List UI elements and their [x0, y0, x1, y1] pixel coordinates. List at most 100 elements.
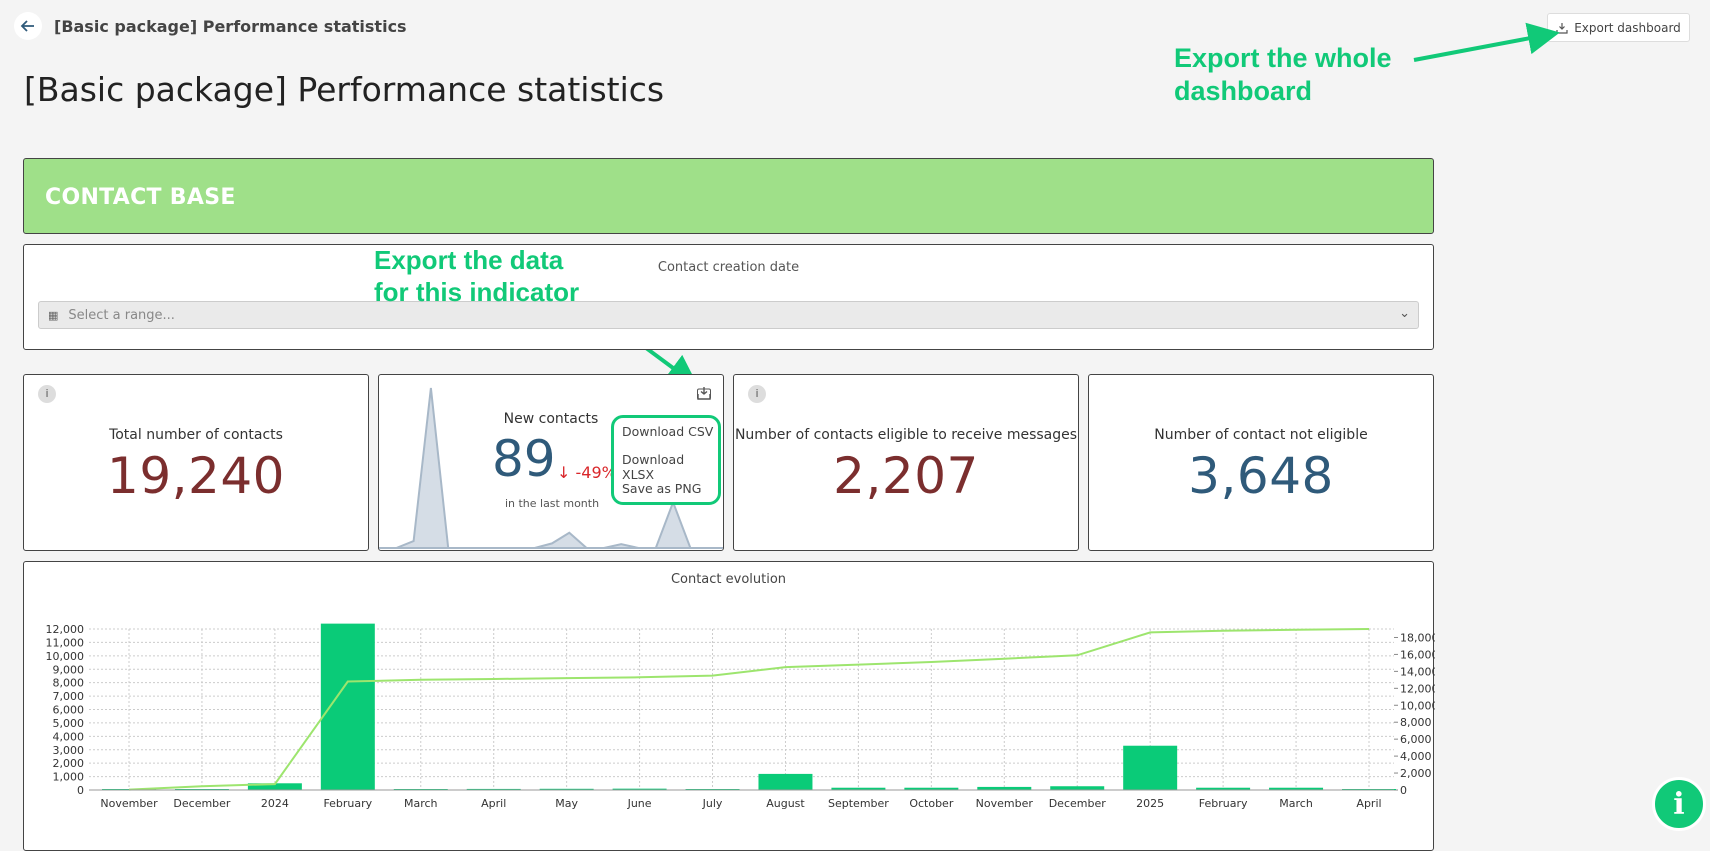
annotation-line: for this indicator [374, 277, 580, 307]
topbar-title: [Basic package] Performance statistics [54, 17, 407, 36]
annotation-line: dashboard [1174, 76, 1313, 106]
bar [1196, 787, 1251, 790]
annotation-export-indicator: Export the data for this indicator [374, 244, 579, 308]
x-tick-label: September [828, 797, 889, 810]
left-tick-label: 11,000 [46, 636, 85, 649]
right-tick-label: 2,000 [1400, 767, 1432, 780]
contact-evolution-panel: Contact evolution 0 1,000 2,000 3,000 4,000 5… [23, 561, 1436, 851]
left-tick-label: 5,000 [53, 717, 85, 730]
left-tick-label: 1,000 [53, 771, 85, 784]
left-tick-label: 3,000 [53, 744, 85, 757]
left-tick-label: 2,000 [53, 757, 85, 770]
back-button[interactable] [14, 12, 42, 40]
date-range-select[interactable]: ▦ Select a range... ⌄ [38, 301, 1419, 329]
bar [904, 787, 959, 790]
bar [758, 773, 813, 790]
kpi-value: 19,240 [107, 447, 285, 505]
bar [831, 787, 886, 790]
left-tick-label: 8,000 [53, 677, 85, 690]
export-menu: Download CSV Download XLSX Save as PNG [611, 415, 721, 505]
download-icon[interactable] [695, 384, 713, 402]
sparkline-area [379, 387, 723, 549]
left-tick-label: 6,000 [53, 704, 85, 717]
right-tick-label: 12,000 [1400, 682, 1435, 695]
menu-item-save-png[interactable]: Save as PNG [622, 481, 702, 496]
x-tick-label: March [404, 797, 438, 810]
x-tick-label: November [976, 797, 1034, 810]
x-tick-label: 2024 [261, 797, 289, 810]
bar [1050, 786, 1105, 790]
menu-item-download-csv[interactable]: Download CSV [622, 424, 714, 439]
calendar-icon: ▦ [48, 308, 59, 322]
date-range-placeholder: Select a range... [68, 307, 175, 323]
right-tick-label: 18,000 [1400, 631, 1435, 644]
left-tick-label: 12,000 [46, 623, 85, 636]
bar [612, 788, 667, 790]
series-line [128, 628, 1370, 791]
x-tick-label: May [555, 797, 578, 810]
bar [247, 783, 302, 790]
kpi-title: Total number of contacts [109, 427, 283, 443]
info-icon[interactable]: i [748, 385, 766, 403]
left-tick-label: 9,000 [53, 663, 85, 676]
export-dashboard-label: Export dashboard [1574, 20, 1681, 35]
kpi-title: Number of contact not eligible [1154, 427, 1368, 443]
left-tick-label: 10,000 [46, 650, 85, 663]
x-tick-label: April [481, 797, 506, 810]
left-tick-label: 0 [77, 784, 84, 797]
section-banner: CONTACT BASE [23, 158, 1434, 234]
section-title: CONTACT BASE [45, 185, 236, 210]
kpi-value: 3,648 [1188, 447, 1334, 505]
info-icon[interactable]: i [38, 385, 56, 403]
x-tick-label: February [1199, 797, 1248, 810]
top-bar: [Basic package] Performance statistics E… [0, 0, 1710, 54]
annotation-arrow-dashboard [1413, 22, 1560, 62]
page-title: [Basic package] Performance statistics [24, 70, 665, 109]
x-tick-label: February [323, 797, 372, 810]
x-tick-label: November [100, 797, 158, 810]
kpi-new-contacts: New contacts 89 ↓ -49% in the last month [378, 374, 724, 551]
bar [539, 788, 594, 790]
new-contacts-sparkline [379, 387, 723, 549]
kpi-eligible-contacts: i Number of contacts eligible to receive… [733, 374, 1079, 551]
kpi-subtitle: in the last month [504, 497, 600, 510]
filter-panel: Contact creation date ▦ Select a range..… [23, 244, 1434, 350]
arrow-down-icon: ↓ [557, 463, 571, 482]
kpi-not-eligible-contacts: Number of contact not eligible 3,648 [1088, 374, 1434, 551]
right-tick-label: 0 [1400, 784, 1407, 797]
kpi-delta: ↓ -49% [557, 463, 617, 482]
left-tick-label: 7,000 [53, 690, 85, 703]
kpi-title: New contacts [503, 411, 599, 427]
right-tick-label: 16,000 [1400, 648, 1435, 661]
annotation-export-dashboard: Export the whole dashboard [1174, 42, 1392, 108]
x-tick-label: April [1356, 797, 1381, 810]
bar [977, 786, 1032, 790]
left-tick-label: 4,000 [53, 730, 85, 743]
export-dashboard-button[interactable]: Export dashboard [1547, 13, 1690, 42]
x-tick-label: 2025 [1136, 797, 1164, 810]
arrow-left-icon [20, 20, 34, 32]
menu-item-download-xlsx[interactable]: Download XLSX [622, 452, 685, 482]
kpi-total-contacts: i Total number of contacts 19,240 [23, 374, 369, 551]
x-tick-label: December [1049, 797, 1107, 810]
bar [1269, 787, 1324, 790]
kpi-value: 89 [492, 430, 556, 488]
x-tick-label: October [909, 797, 953, 810]
annotation-line: Export the whole [1174, 43, 1392, 73]
right-tick-label: 14,000 [1400, 665, 1435, 678]
filter-label: Contact creation date [657, 260, 800, 275]
kpi-value: 2,207 [833, 447, 979, 505]
right-tick-label: 10,000 [1400, 699, 1435, 712]
x-tick-label: June [627, 797, 652, 810]
right-tick-label: 6,000 [1400, 733, 1432, 746]
contact-evolution-chart: 01,0002,0003,0004,0005,0006,0007,0008,00… [46, 623, 1436, 810]
help-info-icon[interactable]: i [1652, 777, 1706, 831]
kpi-delta-value: -49% [575, 463, 617, 482]
right-tick-label: 8,000 [1400, 716, 1432, 729]
bar [466, 788, 521, 790]
x-tick-label: March [1279, 797, 1313, 810]
bar [1123, 745, 1178, 790]
kpi-title: Number of contacts eligible to receive m… [734, 427, 1078, 443]
x-tick-label: July [702, 797, 723, 810]
x-tick-label: December [173, 797, 231, 810]
